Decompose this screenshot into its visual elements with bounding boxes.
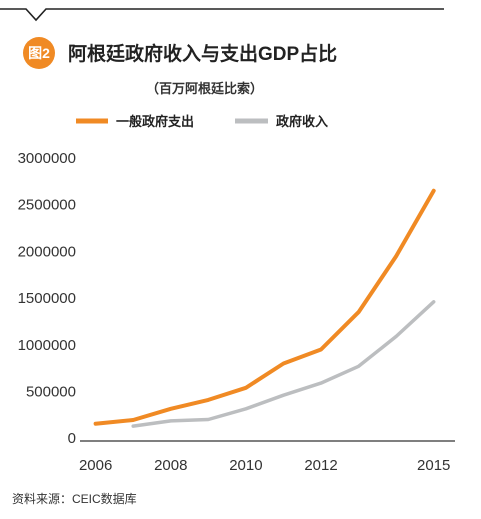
y-tick-label: 2000000 xyxy=(18,243,76,260)
chart-title: 阿根廷政府收入与支出GDP占比 xyxy=(68,42,337,65)
y-tick-label: 1500000 xyxy=(18,290,76,307)
x-tick-label: 2006 xyxy=(79,457,112,474)
x-tick-label: 2012 xyxy=(304,457,337,474)
source-note: 资料来源：CEIC数据库 xyxy=(12,491,137,506)
y-tick-label: 3000000 xyxy=(18,150,76,167)
legend: 一般政府支出 政府收入 xyxy=(76,114,328,129)
y-tick-label: 1000000 xyxy=(18,337,76,354)
x-tick-label: 2015 xyxy=(417,457,450,474)
chart-subtitle: （百万阿根廷比索） xyxy=(146,81,263,96)
y-tick-label: 0 xyxy=(68,430,76,447)
x-axis-ticks: 2006 2008 2010 2012 2015 xyxy=(79,457,450,474)
series-lines xyxy=(93,188,436,428)
y-tick-label: 2500000 xyxy=(18,197,76,214)
y-axis-ticks: 3000000 2500000 2000000 1500000 1000000 50000… xyxy=(18,150,76,447)
series-line-revenue xyxy=(131,300,436,428)
header-rule xyxy=(0,8,444,22)
x-tick-label: 2008 xyxy=(154,457,187,474)
figure-badge xyxy=(23,37,55,69)
figure-badge-label: 图2 xyxy=(28,45,50,61)
legend-label-expenditure: 一般政府支出 xyxy=(116,114,194,129)
y-tick-label: 500000 xyxy=(26,383,76,400)
legend-label-revenue: 政府收入 xyxy=(276,114,328,129)
series-line-expenditure xyxy=(93,188,436,426)
x-tick-label: 2010 xyxy=(229,457,262,474)
